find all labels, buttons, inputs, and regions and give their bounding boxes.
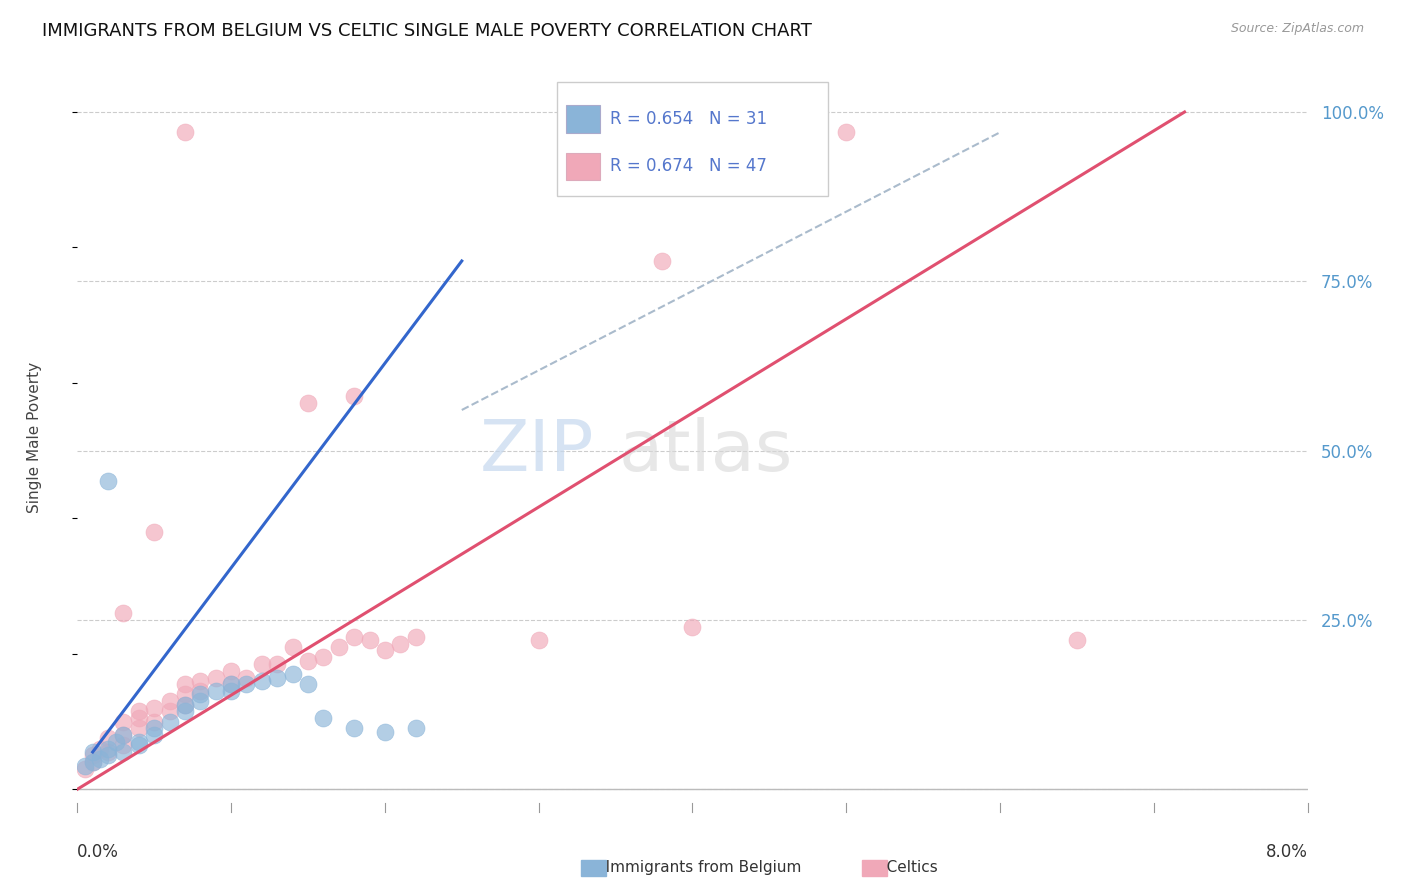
Point <box>204 671 226 685</box>
Point <box>204 684 226 698</box>
Point <box>82 755 104 769</box>
Point <box>174 125 197 139</box>
Point <box>97 745 120 759</box>
Point <box>312 711 335 725</box>
Bar <box>581 860 606 876</box>
Text: 0.0%: 0.0% <box>77 843 120 861</box>
Point <box>128 738 150 752</box>
Point <box>112 738 135 752</box>
Point <box>73 758 96 772</box>
Point <box>235 671 257 685</box>
Point <box>190 673 212 688</box>
Point <box>159 714 181 729</box>
Point <box>112 728 135 742</box>
FancyBboxPatch shape <box>557 82 828 195</box>
Point <box>343 630 366 644</box>
Point <box>112 714 135 729</box>
Text: R = 0.654   N = 31: R = 0.654 N = 31 <box>610 110 768 128</box>
Text: Source: ZipAtlas.com: Source: ZipAtlas.com <box>1230 22 1364 36</box>
Point <box>97 474 120 488</box>
Point <box>235 677 257 691</box>
Point <box>359 633 381 648</box>
Point <box>174 698 197 712</box>
Point <box>219 677 242 691</box>
Text: ZIP: ZIP <box>479 417 595 486</box>
Point <box>374 724 396 739</box>
Point <box>128 735 150 749</box>
Point <box>343 721 366 735</box>
Point <box>174 698 197 712</box>
Text: Immigrants from Belgium: Immigrants from Belgium <box>591 860 801 874</box>
Point <box>143 721 166 735</box>
Point <box>112 728 135 742</box>
Point <box>159 694 181 708</box>
Text: Single Male Poverty: Single Male Poverty <box>27 361 42 513</box>
Point <box>682 620 704 634</box>
Text: 8.0%: 8.0% <box>1265 843 1308 861</box>
Point <box>312 650 335 665</box>
Point <box>405 630 427 644</box>
Point <box>97 731 120 746</box>
Point <box>297 396 319 410</box>
Point <box>190 684 212 698</box>
Point <box>297 654 319 668</box>
Point <box>574 125 596 139</box>
Point <box>266 671 288 685</box>
Point <box>97 741 120 756</box>
Point <box>250 657 273 671</box>
Point <box>389 637 412 651</box>
Text: Celtics: Celtics <box>872 860 938 874</box>
Bar <box>862 860 887 876</box>
Point <box>143 701 166 715</box>
Point <box>190 688 212 702</box>
Point <box>219 684 242 698</box>
Point <box>112 745 135 759</box>
Bar <box>565 105 600 133</box>
Text: R = 0.674   N = 47: R = 0.674 N = 47 <box>610 158 766 176</box>
Point <box>82 748 104 763</box>
Point <box>73 762 96 776</box>
Point <box>219 664 242 678</box>
Point <box>174 705 197 719</box>
Point <box>219 677 242 691</box>
Point <box>159 705 181 719</box>
Point <box>374 643 396 657</box>
Point <box>1066 633 1088 648</box>
Point <box>104 735 127 749</box>
Point <box>297 677 319 691</box>
Point <box>281 667 304 681</box>
Point <box>97 748 120 763</box>
Point <box>143 524 166 539</box>
Bar <box>565 153 600 180</box>
Text: IMMIGRANTS FROM BELGIUM VS CELTIC SINGLE MALE POVERTY CORRELATION CHART: IMMIGRANTS FROM BELGIUM VS CELTIC SINGLE… <box>42 22 813 40</box>
Point <box>89 752 111 766</box>
Point <box>405 721 427 735</box>
Point <box>143 728 166 742</box>
Point <box>128 711 150 725</box>
Point <box>128 721 150 735</box>
Point <box>835 125 858 139</box>
Point <box>112 606 135 620</box>
Point <box>328 640 350 654</box>
Point <box>250 673 273 688</box>
Point <box>143 714 166 729</box>
Point <box>190 694 212 708</box>
Point <box>266 657 288 671</box>
Point <box>82 755 104 769</box>
Point <box>343 389 366 403</box>
Point <box>651 254 673 268</box>
Text: atlas: atlas <box>619 417 793 486</box>
Point <box>89 741 111 756</box>
Point <box>527 633 550 648</box>
Point <box>174 677 197 691</box>
Point <box>128 705 150 719</box>
Point <box>82 745 104 759</box>
Point <box>174 688 197 702</box>
Point <box>281 640 304 654</box>
